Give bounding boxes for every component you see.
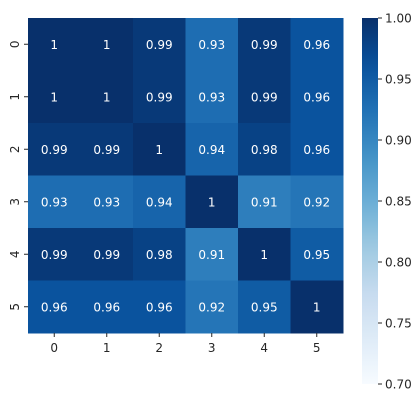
y-tick-label: 4 — [8, 250, 22, 258]
heatmap-cell — [238, 280, 291, 334]
heatmap-cell — [80, 70, 134, 124]
cell-annotation: 0.96 — [303, 90, 330, 104]
cell-annotation: 0.93 — [198, 38, 225, 52]
cell-annotation: 0.96 — [303, 38, 330, 52]
heatmap-cell — [185, 280, 239, 334]
heatmap-cells — [28, 18, 344, 334]
heatmap-cell — [28, 228, 81, 281]
cell-annotation: 0.94 — [198, 143, 225, 157]
x-tick-label: 0 — [50, 341, 58, 355]
cell-annotation: 0.96 — [146, 300, 173, 314]
cell-annotation: 1 — [208, 195, 216, 209]
colorbar-tick-label: 1.00 — [385, 12, 412, 26]
heatmap-cell — [80, 175, 134, 229]
colorbar-tick-label: 0.80 — [385, 256, 412, 270]
colorbar-tick-label: 0.95 — [385, 73, 412, 87]
y-axis: 0 1 2 3 4 5 — [8, 40, 28, 311]
heatmap-cell — [80, 18, 134, 71]
heatmap-cell — [185, 123, 239, 176]
y-tick-label: 1 — [8, 93, 22, 101]
heatmap-cell — [290, 280, 344, 334]
heatmap-cell — [185, 228, 239, 281]
heatmap-cell — [80, 123, 134, 176]
heatmap-cell — [290, 228, 344, 281]
heatmap-cell — [80, 228, 134, 281]
cell-annotation: 0.99 — [41, 248, 68, 262]
cell-annotation: 0.92 — [198, 300, 225, 314]
cell-annotation: 0.93 — [198, 90, 225, 104]
cell-annotation: 0.93 — [93, 195, 120, 209]
heatmap-cell — [238, 70, 291, 124]
heatmap-cell — [28, 18, 81, 71]
y-tick-label: 5 — [8, 303, 22, 311]
x-tick-label: 3 — [208, 341, 216, 355]
cell-annotation: 1 — [260, 248, 268, 262]
heatmap-cell — [28, 280, 81, 334]
heatmap-cell — [28, 70, 81, 124]
heatmap-cell — [28, 175, 81, 229]
cell-annotation: 1 — [103, 38, 111, 52]
heatmap-cell — [290, 175, 344, 229]
colorbar-tick-label: 0.75 — [385, 317, 412, 331]
cell-annotation: 0.93 — [41, 195, 68, 209]
heatmap-cell — [185, 18, 239, 71]
heatmap-cell — [133, 175, 186, 229]
cell-annotation: 0.91 — [251, 195, 278, 209]
x-tick-label: 5 — [313, 341, 321, 355]
cell-annotation: 1 — [103, 90, 111, 104]
y-tick-label: 0 — [8, 40, 22, 48]
cell-annotation: 0.95 — [303, 248, 330, 262]
heatmap-cell — [238, 175, 291, 229]
cell-annotation: 0.99 — [251, 90, 278, 104]
colorbar-tick-label: 0.85 — [385, 195, 412, 209]
heatmap-cell — [290, 18, 344, 71]
cell-annotation: 0.96 — [41, 300, 68, 314]
heatmap-cell — [28, 123, 81, 176]
cell-annotation: 0.96 — [93, 300, 120, 314]
heatmap-cell — [185, 70, 239, 124]
x-axis: 0 1 2 3 4 5 — [50, 333, 321, 355]
colorbar-gradient — [362, 18, 378, 384]
cell-annotation: 0.94 — [146, 195, 173, 209]
heatmap-cell — [133, 70, 186, 124]
cell-annotation: 0.99 — [146, 90, 173, 104]
cell-annotation: 1 — [50, 38, 58, 52]
heatmap-cell — [290, 70, 344, 124]
cell-annotation: 0.98 — [146, 248, 173, 262]
cell-annotation: 0.99 — [93, 248, 120, 262]
y-tick-label: 3 — [8, 198, 22, 206]
x-tick-label: 1 — [103, 341, 111, 355]
cell-annotation: 1 — [313, 300, 321, 314]
heatmap-cell — [133, 280, 186, 334]
heatmap-cell — [80, 280, 134, 334]
heatmap-cell — [238, 123, 291, 176]
cell-annotation: 1 — [155, 143, 163, 157]
heatmap-cell — [290, 123, 344, 176]
cell-annotation: 0.99 — [146, 38, 173, 52]
x-tick-label: 2 — [155, 341, 163, 355]
heatmap-cell — [133, 123, 186, 176]
colorbar: 0.70 0.75 0.80 0.85 0.90 0.95 1.00 — [362, 12, 412, 392]
y-tick-label: 2 — [8, 145, 22, 153]
cell-annotation: 0.99 — [41, 143, 68, 157]
heatmap-cell — [133, 18, 186, 71]
cell-annotation: 0.98 — [251, 143, 278, 157]
heatmap-cell — [185, 175, 239, 229]
cell-annotation: 0.99 — [251, 38, 278, 52]
cell-annotations: 1 1 0.99 0.93 0.99 0.96 1 1 0.99 0.93 0.99 0.96 0.99… — [41, 38, 330, 315]
cell-annotation: 0.91 — [198, 248, 225, 262]
cell-annotation: 1 — [50, 90, 58, 104]
heatmap-cell — [133, 228, 186, 281]
cell-annotation: 0.92 — [303, 195, 330, 209]
heatmap-cell — [238, 228, 291, 281]
cell-annotation: 0.96 — [303, 143, 330, 157]
colorbar-tick-label: 0.70 — [385, 378, 412, 392]
cell-annotation: 0.95 — [251, 300, 278, 314]
colorbar-tick-label: 0.90 — [385, 134, 412, 148]
cell-annotation: 0.99 — [93, 143, 120, 157]
x-tick-label: 4 — [260, 341, 268, 355]
heatmap-cell — [238, 18, 291, 71]
